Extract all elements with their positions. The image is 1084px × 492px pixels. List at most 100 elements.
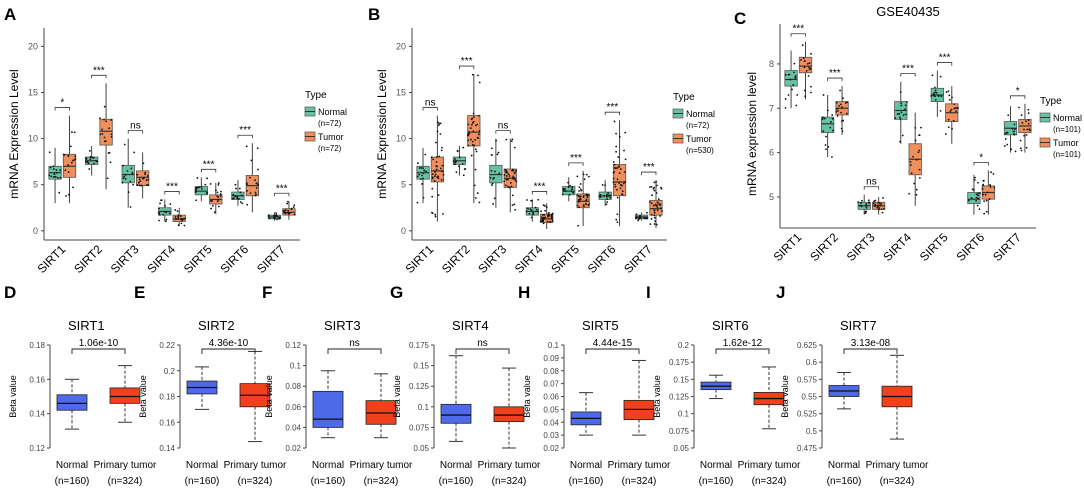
data-point: [914, 127, 917, 129]
data-point: [860, 202, 862, 204]
data-point: [615, 132, 617, 135]
data-point: [653, 223, 656, 225]
data-point: [106, 177, 109, 180]
data-point: [653, 214, 656, 217]
sample-size-label: (n=324): [238, 476, 273, 487]
data-point: [441, 146, 443, 149]
data-point: [576, 175, 579, 178]
data-point: [158, 212, 161, 214]
x-tick-label: SIRT6: [217, 242, 251, 276]
data-point: [867, 199, 870, 202]
data-point: [478, 130, 481, 132]
y-tick-label: 20: [396, 41, 406, 51]
data-point: [498, 172, 501, 175]
data-point: [865, 204, 868, 207]
data-point: [564, 190, 567, 193]
y-tick-label: 0.14: [159, 444, 175, 453]
significance-bracket: [715, 348, 770, 354]
data-point: [822, 116, 824, 119]
x-tick-label: Normal: [440, 460, 472, 471]
data-point: [984, 193, 987, 196]
data-point: [434, 175, 436, 178]
data-point: [421, 174, 423, 177]
panel-letter-F: F: [262, 283, 272, 302]
x-tick-label: Primary tumor: [738, 460, 801, 471]
data-point: [179, 215, 182, 218]
data-point: [789, 78, 792, 81]
data-point: [881, 211, 884, 214]
data-point: [65, 195, 67, 197]
legend-label-tumor: Tumor: [318, 132, 344, 142]
data-point: [505, 138, 508, 141]
significance-bracket: [843, 348, 898, 354]
data-point: [650, 202, 653, 205]
data-point: [511, 170, 513, 172]
data-point: [430, 156, 433, 159]
sample-size-label: (n=160): [311, 476, 346, 487]
significance-bracket: [790, 33, 806, 37]
data-point: [164, 220, 167, 223]
data-point: [824, 144, 827, 146]
data-point: [527, 207, 529, 210]
y-tick-label: 0.075: [669, 427, 690, 436]
data-point: [455, 171, 458, 174]
data-point: [653, 189, 656, 192]
y-tick-label: 0.06: [543, 393, 559, 402]
data-point: [250, 159, 253, 162]
data-point: [143, 176, 145, 179]
data-point: [842, 97, 844, 100]
data-point: [865, 203, 868, 205]
significance-bracket: [641, 171, 657, 176]
data-point: [180, 218, 182, 221]
data-point: [988, 198, 991, 200]
y-tick-label: 7: [769, 103, 774, 113]
data-point: [619, 168, 622, 170]
data-point: [932, 94, 935, 97]
data-point: [200, 185, 203, 188]
data-point: [1007, 114, 1010, 117]
panel-letter-J: J: [776, 283, 785, 302]
data-point: [534, 206, 537, 209]
sample-size-label: (n=160): [699, 476, 734, 487]
data-point: [617, 156, 620, 158]
data-point: [845, 112, 848, 115]
data-point: [158, 213, 161, 216]
y-axis-label: Beta value: [264, 375, 274, 418]
data-point: [842, 119, 845, 122]
data-point: [577, 198, 580, 201]
y-tick-label: 10: [28, 134, 38, 144]
data-point: [639, 216, 642, 219]
data-point: [968, 199, 970, 202]
pvalue-label: 1.06e-10: [79, 338, 119, 349]
data-point: [254, 191, 257, 194]
panel-G-chart: SIRT4 0.05 0.075 0.1 0.125 0.15 0.175 Beta valu…: [392, 318, 541, 487]
data-point: [492, 177, 495, 180]
data-point: [982, 193, 984, 196]
data-point: [971, 188, 974, 191]
data-point: [54, 175, 57, 178]
data-point: [622, 182, 625, 185]
data-point: [618, 182, 621, 184]
y-tick-label: 0.625: [797, 341, 818, 350]
data-point: [823, 117, 826, 120]
significance-label: ***: [461, 56, 473, 67]
data-point: [471, 73, 474, 76]
data-point: [543, 214, 546, 216]
data-point: [256, 147, 259, 150]
sample-size-label: (n=324): [108, 476, 143, 487]
data-point: [1003, 145, 1006, 147]
data-point: [490, 154, 493, 157]
panel-letter-H: H: [518, 283, 530, 302]
data-point: [452, 160, 455, 163]
data-point: [467, 123, 470, 126]
y-axis-label: mRNA expression level: [745, 72, 759, 196]
data-point: [933, 91, 936, 94]
data-point: [909, 161, 912, 163]
data-point: [67, 171, 70, 173]
data-point: [241, 202, 244, 205]
data-point: [510, 140, 513, 143]
data-point: [635, 213, 638, 216]
data-point: [931, 74, 934, 77]
data-point: [240, 194, 243, 197]
data-point: [793, 62, 796, 65]
